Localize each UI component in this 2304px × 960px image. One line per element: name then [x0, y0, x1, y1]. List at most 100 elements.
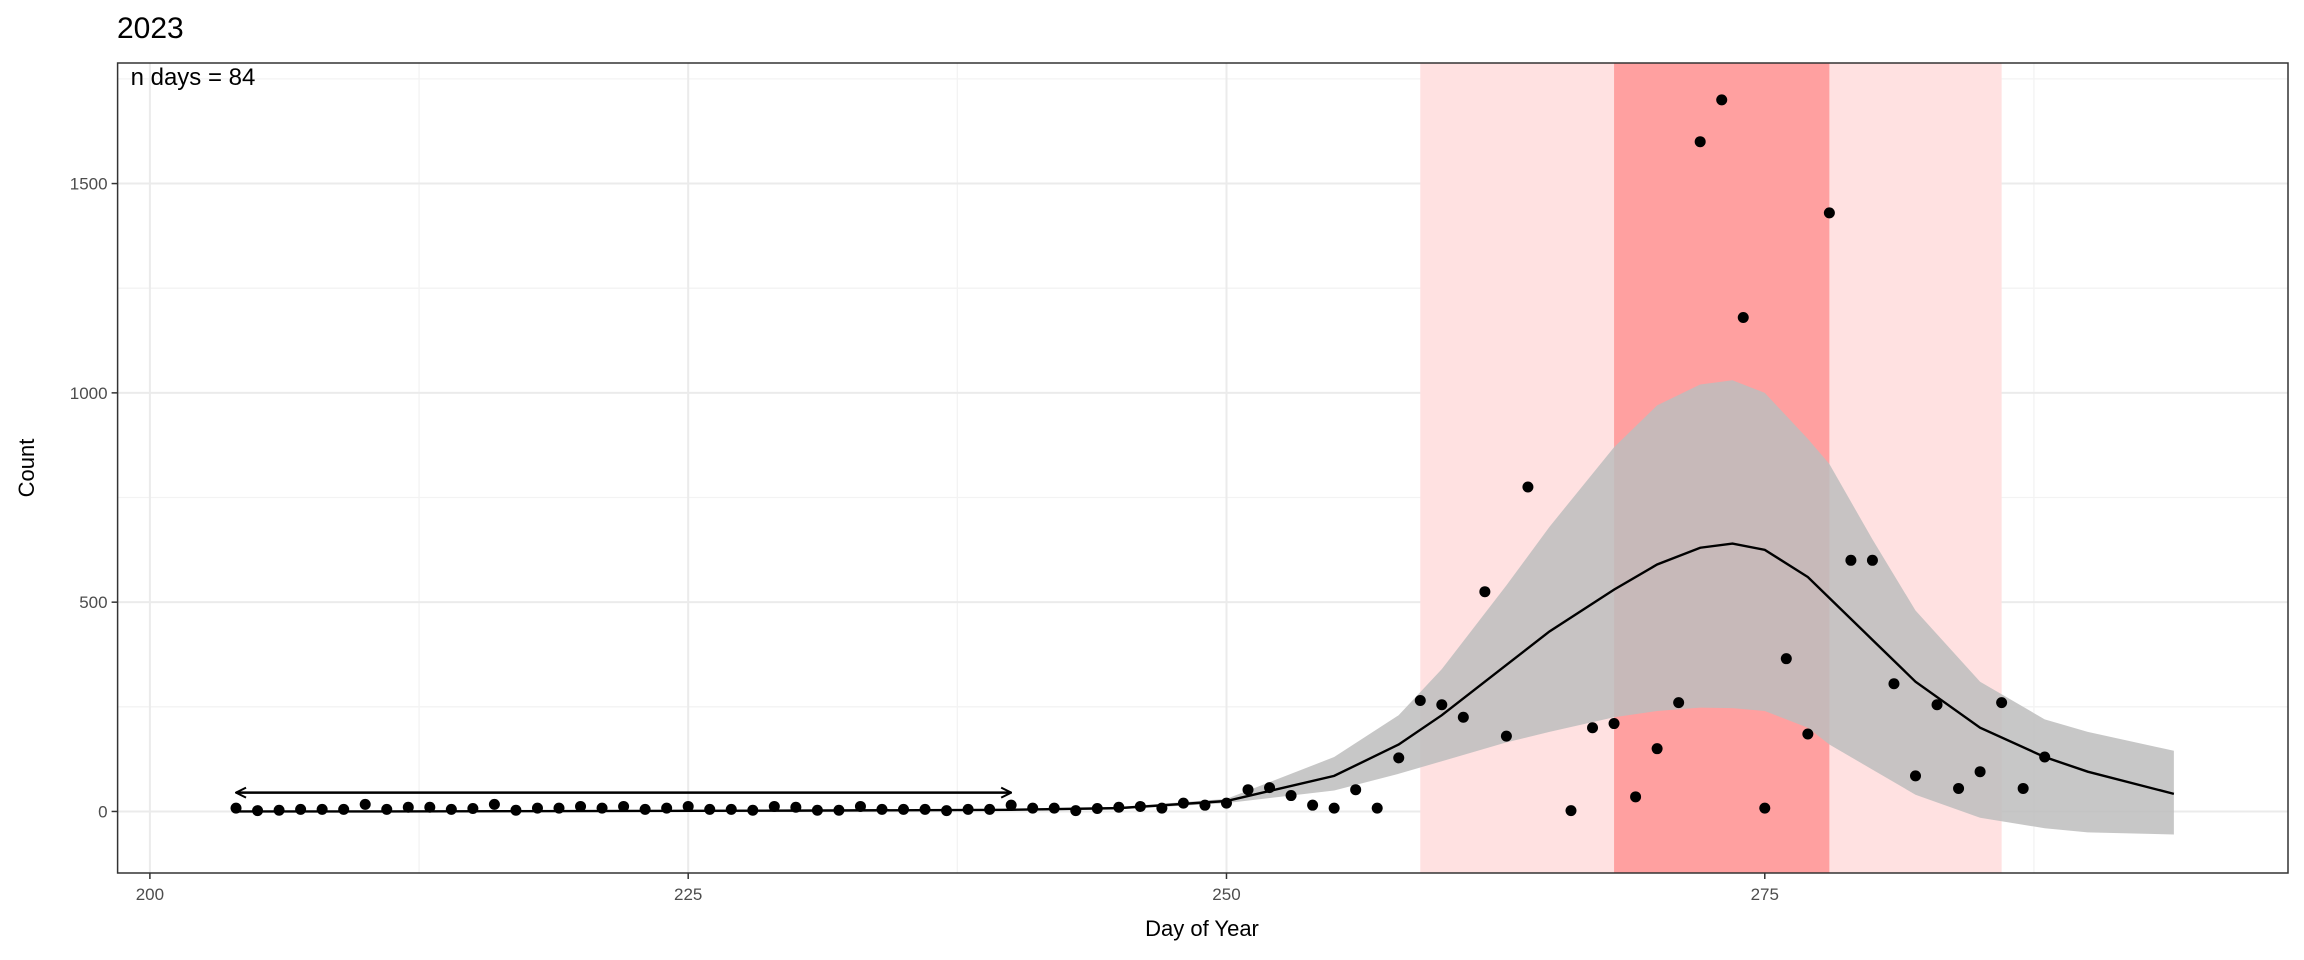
x-tick-label: 225 [674, 885, 702, 904]
data-point [1823, 207, 1835, 219]
data-point [833, 804, 845, 816]
data-point [1027, 802, 1039, 814]
data-point [1436, 699, 1448, 711]
y-tick-label: 500 [79, 593, 107, 612]
confidence-band [236, 380, 2174, 835]
x-tick-label: 275 [1751, 885, 1779, 904]
data-point [510, 804, 522, 816]
data-point [1350, 784, 1362, 796]
data-point [273, 804, 285, 816]
data-point [725, 803, 737, 815]
data-point [381, 803, 393, 815]
data-point [338, 803, 350, 815]
data-point [1393, 752, 1405, 764]
data-point [1866, 554, 1878, 566]
data-point [1716, 94, 1728, 106]
plot-panel [116, 62, 2289, 874]
x-tick-label: 200 [136, 885, 164, 904]
data-point [359, 798, 371, 810]
data-point [1091, 803, 1103, 815]
data-point [704, 803, 716, 815]
data-point [1673, 697, 1685, 709]
data-point [768, 800, 780, 812]
data-point [811, 804, 823, 816]
y-axis-label: Count [14, 439, 39, 498]
data-point [445, 803, 457, 815]
data-point [1005, 799, 1017, 811]
data-point [854, 800, 866, 812]
data-point [1220, 797, 1232, 809]
data-point [1780, 653, 1792, 665]
data-point [1479, 586, 1491, 598]
data-point [898, 803, 910, 815]
data-point [488, 798, 500, 810]
data-point [1457, 711, 1469, 723]
data-point [295, 803, 307, 815]
data-point [1694, 136, 1706, 148]
data-point [1931, 699, 1943, 711]
data-point [1845, 554, 1857, 566]
y-tick-label: 1500 [70, 175, 108, 194]
data-point [682, 800, 694, 812]
data-point [919, 803, 931, 815]
data-point [618, 800, 630, 812]
annotation: n days = 84 [131, 64, 256, 91]
data-point [1048, 802, 1060, 814]
data-point [1630, 791, 1642, 803]
data-point [575, 800, 587, 812]
data-point [1522, 481, 1534, 493]
data-point [1910, 770, 1922, 782]
data-point [790, 801, 802, 813]
data-point [252, 805, 264, 817]
data-point [1651, 743, 1663, 755]
data-point [1608, 718, 1620, 730]
data-point [1414, 695, 1426, 707]
data-point [747, 804, 759, 816]
data-point [661, 802, 673, 814]
data-point [941, 805, 953, 817]
data-point [230, 802, 242, 814]
data-point [1759, 802, 1771, 814]
data-point [2039, 751, 2051, 763]
data-point [402, 801, 414, 813]
data-point [467, 803, 479, 815]
data-point [1177, 797, 1189, 809]
data-point [1500, 730, 1512, 742]
chart-title: 2023 [117, 12, 184, 45]
data-point [1156, 802, 1168, 814]
panel-border [116, 62, 2289, 874]
data-point [1565, 805, 1577, 817]
data-point [1996, 697, 2008, 709]
data-point [1199, 799, 1211, 811]
data-point [1953, 782, 1965, 794]
data-point [1802, 728, 1814, 740]
data-point [1737, 312, 1749, 324]
data-point [639, 803, 651, 815]
data-point [1888, 678, 1900, 690]
x-tick-label: 250 [1212, 885, 1240, 904]
data-point [424, 801, 436, 813]
y-tick-label: 1000 [70, 384, 108, 403]
data-point [984, 803, 996, 815]
data-point [596, 802, 608, 814]
data-point [1264, 782, 1276, 794]
data-point [1587, 722, 1599, 734]
data-point [1307, 799, 1319, 811]
y-tick-label: 0 [98, 802, 107, 821]
data-point [962, 803, 974, 815]
data-point [1134, 800, 1146, 812]
data-point [531, 802, 543, 814]
data-point [1974, 766, 1986, 778]
data-point [316, 803, 328, 815]
data-point [1371, 802, 1383, 814]
data-point [876, 803, 888, 815]
data-point [1070, 805, 1082, 817]
data-point [1285, 790, 1297, 802]
data-point [553, 802, 565, 814]
data-point [2017, 782, 2029, 794]
data-point [1242, 784, 1254, 796]
data-point [1113, 801, 1125, 813]
x-axis-label: Day of Year [1145, 916, 1259, 941]
